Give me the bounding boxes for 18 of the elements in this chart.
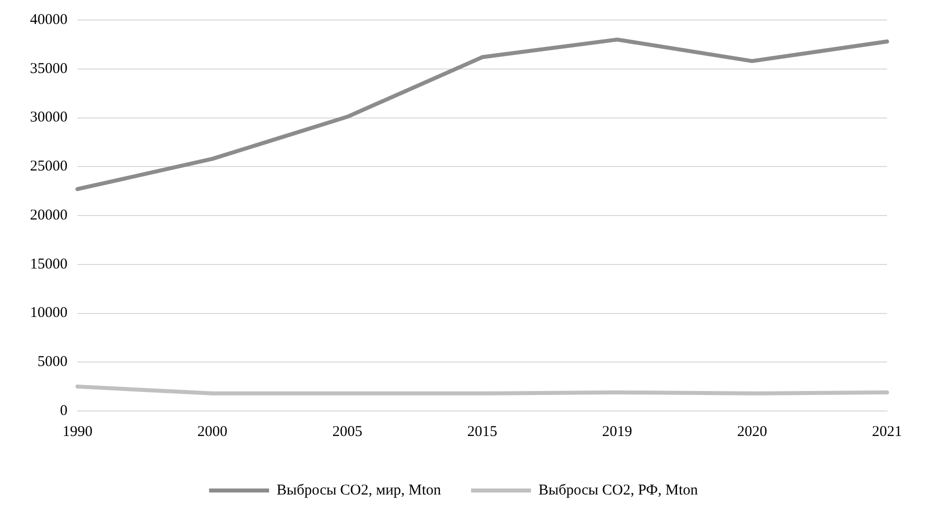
x-tick-label: 2000 [197,424,228,440]
x-tick-label: 2015 [467,424,498,440]
x-tick-label: 2019 [602,424,632,440]
y-tick-label: 10000 [30,305,68,322]
y-tick-label: 5000 [38,354,68,370]
x-tick-label: 1990 [62,424,92,440]
y-tick-label: 30000 [30,110,68,126]
x-tick-label: 2020 [737,424,768,440]
y-tick-label: 20000 [30,207,68,224]
y-tick-label: 40000 [30,12,68,28]
y-tick-label: 15000 [30,256,68,272]
legend-label: Выбросы CO2, РФ, Mton [538,482,698,498]
legend-label: Выбросы CO2, мир, Mton [276,482,442,498]
y-tick-label: 25000 [30,158,68,175]
x-tick-label: 2021 [872,424,902,440]
x-tick-label: 2005 [332,424,362,440]
y-tick-label: 35000 [30,60,68,77]
y-tick-label: 0 [60,402,68,419]
